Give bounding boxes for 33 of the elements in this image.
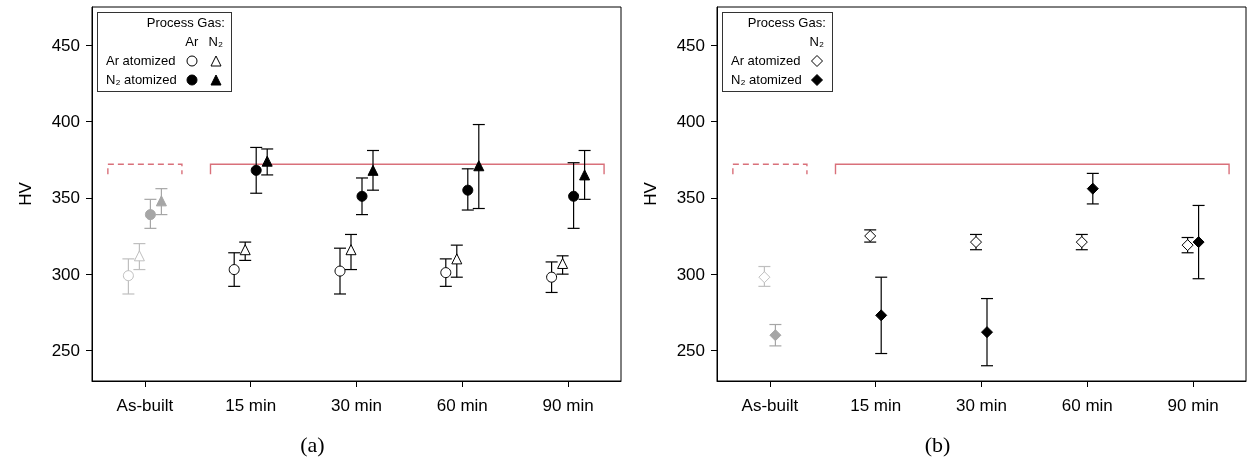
y-tick-label: 400 — [51, 111, 80, 131]
legend-label: Ar atomized — [731, 53, 801, 68]
annotation: N₂ — [207, 34, 224, 49]
x-tick-label: 30 min — [330, 396, 383, 415]
x-tick-label: 90 min — [1167, 396, 1219, 415]
y-tick-label: 250 — [51, 340, 80, 360]
legend-label: N₂ atomized — [731, 72, 802, 87]
legend-label: N₂ atomized — [106, 72, 177, 87]
y-tick-label: 350 — [676, 188, 705, 208]
y-tick-label: 400 — [676, 111, 705, 131]
y-axis-title: HV — [641, 181, 660, 206]
y-tick-label: 300 — [51, 264, 80, 284]
y-tick-label: 450 — [51, 35, 80, 55]
x-tick-label: 60 min — [1061, 396, 1113, 415]
x-tick-label: As-built — [741, 396, 799, 415]
y-axis-title: HV — [16, 181, 35, 206]
y-tick-label: 300 — [676, 264, 705, 284]
y-tick-label: 350 — [51, 188, 80, 208]
annotation: N₂ — [808, 34, 825, 49]
y-tick-label: 450 — [676, 35, 705, 55]
x-tick-label: As-built — [116, 396, 174, 415]
text: (a) — [299, 432, 326, 458]
x-tick-label: 30 min — [955, 396, 1008, 415]
x-tick-label: 15 min — [850, 396, 902, 415]
annotation: Ar — [184, 34, 200, 49]
legend-title: Process Gas: — [145, 15, 225, 30]
x-tick-label: 90 min — [542, 396, 594, 415]
y-tick-label: 250 — [676, 340, 705, 360]
x-tick-label: 60 min — [436, 396, 488, 415]
legend-label: Ar atomized — [106, 53, 176, 68]
legend-title: Process Gas: — [746, 15, 826, 30]
text: (b) — [923, 432, 952, 458]
x-tick-label: 15 min — [225, 396, 277, 415]
